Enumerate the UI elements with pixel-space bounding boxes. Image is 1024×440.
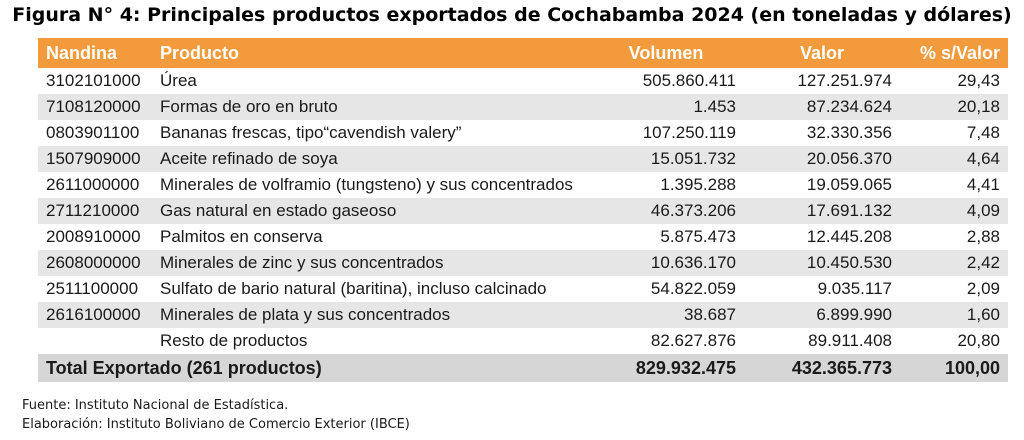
cell-pct: 4,64: [900, 146, 1008, 172]
cell-product: Úrea: [152, 68, 588, 94]
cell-code: 0803901100: [38, 120, 152, 146]
cell-pct: 4,41: [900, 172, 1008, 198]
table-row: 1507909000 Aceite refinado de soya 15.05…: [38, 146, 1008, 172]
cell-pct: 2,09: [900, 276, 1008, 302]
cell-value: 89.911.408: [744, 328, 900, 354]
cell-product: Formas de oro en bruto: [152, 94, 588, 120]
cell-pct: 20,80: [900, 328, 1008, 354]
cell-pct: 20,18: [900, 94, 1008, 120]
source-line: Fuente: Instituto Nacional de Estadístic…: [22, 398, 289, 413]
header-pct: % s/Valor: [900, 38, 1008, 68]
cell-code: [38, 328, 152, 354]
cell-value: 32.330.356: [744, 120, 900, 146]
table-body: 3102101000 Úrea 505.860.411 127.251.974 …: [38, 68, 1008, 382]
cell-pct: 1,60: [900, 302, 1008, 328]
cell-code: 2616100000: [38, 302, 152, 328]
table-header-row: Nandina Producto Volumen Valor % s/Valor: [38, 38, 1008, 68]
table-row: 0803901100 Bananas frescas, tipo“cavendi…: [38, 120, 1008, 146]
cell-volume: 82.627.876: [588, 328, 744, 354]
cell-code: 7108120000: [38, 94, 152, 120]
cell-pct: 4,09: [900, 198, 1008, 224]
header-volume: Volumen: [588, 38, 744, 68]
cell-code: 3102101000: [38, 68, 152, 94]
elaboration-line: Elaboración: Instituto Boliviano de Come…: [22, 417, 410, 432]
cell-product: Bananas frescas, tipo“cavendish valery”: [152, 120, 588, 146]
figure-title: Figura N° 4: Principales productos expor…: [12, 4, 1012, 26]
total-value: 432.365.773: [744, 354, 900, 382]
cell-product: Minerales de zinc y sus concentrados: [152, 250, 588, 276]
cell-code: 2511100000: [38, 276, 152, 302]
cell-code: 1507909000: [38, 146, 152, 172]
total-row: Total Exportado (261 productos) 829.932.…: [38, 354, 1008, 382]
cell-value: 6.899.990: [744, 302, 900, 328]
cell-volume: 5.875.473: [588, 224, 744, 250]
cell-pct: 2,88: [900, 224, 1008, 250]
cell-product: Minerales de plata y sus concentrados: [152, 302, 588, 328]
header-code: Nandina: [38, 38, 152, 68]
exports-table: Nandina Producto Volumen Valor % s/Valor…: [38, 38, 1008, 382]
cell-code: 2008910000: [38, 224, 152, 250]
cell-product: Minerales de volframio (tungsteno) y sus…: [152, 172, 588, 198]
table-row: 2611000000 Minerales de volframio (tungs…: [38, 172, 1008, 198]
cell-volume: 15.051.732: [588, 146, 744, 172]
cell-volume: 46.373.206: [588, 198, 744, 224]
cell-value: 17.691.132: [744, 198, 900, 224]
table-row: 3102101000 Úrea 505.860.411 127.251.974 …: [38, 68, 1008, 94]
table-row: 2616100000 Minerales de plata y sus conc…: [38, 302, 1008, 328]
cell-volume: 1.453: [588, 94, 744, 120]
table-row: 2008910000 Palmitos en conserva 5.875.47…: [38, 224, 1008, 250]
cell-volume: 505.860.411: [588, 68, 744, 94]
total-label: Total Exportado (261 productos): [38, 354, 588, 382]
cell-pct: 29,43: [900, 68, 1008, 94]
table-row: 2511100000 Sulfato de bario natural (bar…: [38, 276, 1008, 302]
source-notes: Fuente: Instituto Nacional de Estadístic…: [22, 396, 410, 434]
cell-volume: 38.687: [588, 302, 744, 328]
total-volume: 829.932.475: [588, 354, 744, 382]
table-row: 7108120000 Formas de oro en bruto 1.453 …: [38, 94, 1008, 120]
cell-product: Gas natural en estado gaseoso: [152, 198, 588, 224]
table-row: 2608000000 Minerales de zinc y sus conce…: [38, 250, 1008, 276]
cell-product: Resto de productos: [152, 328, 588, 354]
cell-volume: 107.250.119: [588, 120, 744, 146]
cell-code: 2608000000: [38, 250, 152, 276]
cell-value: 20.056.370: [744, 146, 900, 172]
cell-volume: 1.395.288: [588, 172, 744, 198]
total-pct: 100,00: [900, 354, 1008, 382]
cell-value: 9.035.117: [744, 276, 900, 302]
cell-value: 87.234.624: [744, 94, 900, 120]
cell-value: 10.450.530: [744, 250, 900, 276]
cell-value: 12.445.208: [744, 224, 900, 250]
table-row: Resto de productos 82.627.876 89.911.408…: [38, 328, 1008, 354]
table-row: 2711210000 Gas natural en estado gaseoso…: [38, 198, 1008, 224]
cell-value: 19.059.065: [744, 172, 900, 198]
cell-product: Sulfato de bario natural (baritina), inc…: [152, 276, 588, 302]
cell-volume: 54.822.059: [588, 276, 744, 302]
cell-value: 127.251.974: [744, 68, 900, 94]
cell-product: Aceite refinado de soya: [152, 146, 588, 172]
header-product: Producto: [152, 38, 588, 68]
cell-pct: 2,42: [900, 250, 1008, 276]
cell-code: 2611000000: [38, 172, 152, 198]
cell-code: 2711210000: [38, 198, 152, 224]
cell-pct: 7,48: [900, 120, 1008, 146]
cell-product: Palmitos en conserva: [152, 224, 588, 250]
header-value: Valor: [744, 38, 900, 68]
cell-volume: 10.636.170: [588, 250, 744, 276]
